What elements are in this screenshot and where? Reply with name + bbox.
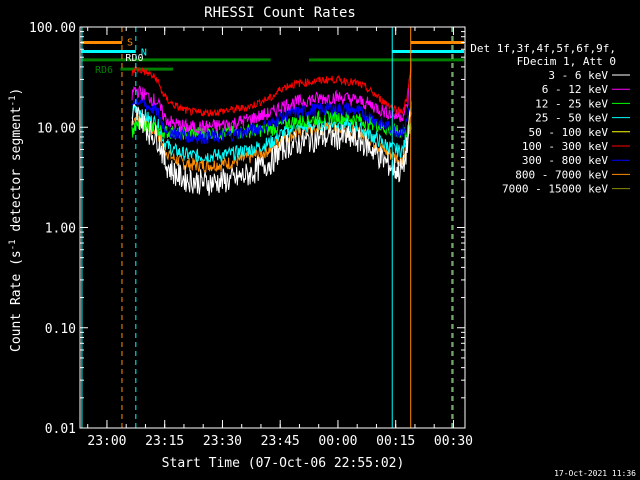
y-axis-label-close: ) xyxy=(9,88,24,96)
legend-label-7000-15000-kev: 7000 - 15000 keV xyxy=(502,183,608,196)
legend-label-800-7000-kev: 800 - 7000 keV xyxy=(515,168,608,181)
y-axis-label-tail: detector segment xyxy=(9,106,24,239)
legend-label-300-800-kev: 300 - 800 keV xyxy=(522,154,608,167)
bar-label-s: S xyxy=(127,38,133,49)
x-axis-ticks: 23:00 23:15 23:30 23:45 00:00 00:15 00:30 xyxy=(87,27,473,449)
x-tick-label-2: 23:30 xyxy=(203,434,242,449)
bar-label-rd6: RD6 xyxy=(95,65,113,76)
y-axis-label-sup: -1 xyxy=(8,239,18,250)
bar-label-rd0: RD0 xyxy=(125,53,143,64)
x-tick-label-5: 00:15 xyxy=(376,434,415,449)
legend-label-25-50-kev: 25 - 50 keV xyxy=(535,112,608,125)
x-tick-label-3: 23:45 xyxy=(261,434,300,449)
y-tick-label-2: 1.00 xyxy=(45,222,76,237)
x-tick-label-1: 23:15 xyxy=(145,434,184,449)
y-tick-label-0: 100.00 xyxy=(29,21,76,36)
series-line-6-12-kev xyxy=(131,64,412,135)
series-line-3-6-kev xyxy=(131,104,412,196)
y-axis-label-sup2: -1 xyxy=(8,96,18,107)
legend-header-0: Det 1f,3f,4f,5f,6f,9f, xyxy=(470,42,616,55)
legend-label-6-12-kev: 6 - 12 keV xyxy=(542,83,609,96)
series-lines xyxy=(131,61,412,196)
chart-title: RHESSI Count Rates xyxy=(204,5,356,21)
y-tick-label-1: 10.00 xyxy=(37,121,76,136)
series-line-100-300-kev xyxy=(131,61,412,118)
y-axis-label: Count Rate (s-1 detector segment-1) xyxy=(8,88,24,352)
series-line-25-50-kev xyxy=(131,101,412,163)
legend-header-1: FDecim 1, Att 0 xyxy=(517,55,616,68)
y-tick-label-3: 0.10 xyxy=(45,322,76,337)
x-tick-label-0: 23:00 xyxy=(87,434,126,449)
bar-label-n: N xyxy=(141,47,147,58)
timestamp: 17-Oct-2021 11:36 xyxy=(554,469,636,478)
x-tick-label-6: 00:30 xyxy=(434,434,473,449)
legend-label-3-6-kev: 3 - 6 keV xyxy=(548,69,608,82)
y-axis-ticks: 100.00 10.00 1.00 0.10 0.01 xyxy=(29,21,465,437)
x-axis-label: Start Time (07-Oct-06 22:55:02) xyxy=(162,456,405,471)
legend: Det 1f,3f,4f,5f,6f,9f,FDecim 1, Att 03 -… xyxy=(470,42,630,196)
x-tick-label-4: 00:00 xyxy=(318,434,357,449)
legend-label-100-300-kev: 100 - 300 keV xyxy=(522,140,608,153)
series-line-300-800-kev xyxy=(131,88,412,145)
event-markers xyxy=(81,27,454,428)
legend-label-12-25-kev: 12 - 25 keV xyxy=(535,97,608,110)
y-axis-label-main: Count Rate (s xyxy=(9,250,24,352)
legend-label-50-100-kev: 50 - 100 keV xyxy=(529,126,609,139)
y-tick-label-4: 0.01 xyxy=(45,422,76,437)
